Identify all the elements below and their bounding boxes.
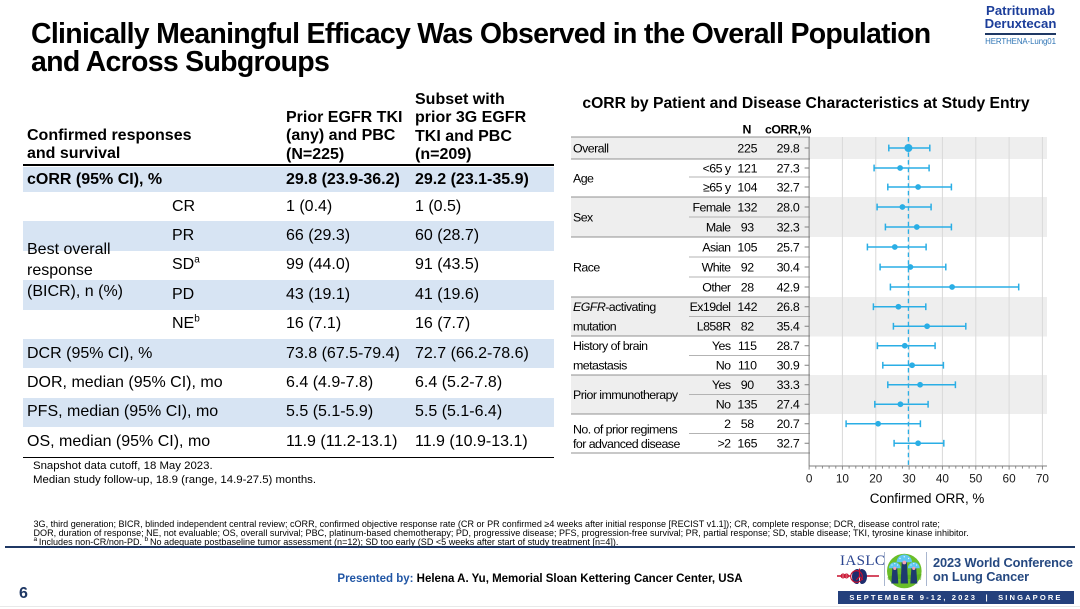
svg-text:28: 28 xyxy=(741,280,755,294)
svg-text:N: N xyxy=(743,123,752,137)
svg-text:L858R: L858R xyxy=(697,320,731,334)
svg-text:105: 105 xyxy=(737,240,757,254)
svg-text:Race: Race xyxy=(573,260,600,274)
svg-text:93: 93 xyxy=(741,220,755,234)
svg-text:25.7: 25.7 xyxy=(777,240,800,254)
svg-text:Yes: Yes xyxy=(712,378,731,392)
svg-text:35.4: 35.4 xyxy=(777,320,800,334)
svg-text:Prior immunotherapy: Prior immunotherapy xyxy=(573,388,679,402)
svg-text:58: 58 xyxy=(741,417,755,431)
svg-text:90: 90 xyxy=(741,378,755,392)
svg-text:>2: >2 xyxy=(717,437,731,451)
svg-text:mutation: mutation xyxy=(573,320,617,334)
svg-text:26.8: 26.8 xyxy=(777,300,800,314)
svg-text:20.7: 20.7 xyxy=(777,417,800,431)
svg-text:Other: Other xyxy=(702,280,731,294)
svg-text:32.7: 32.7 xyxy=(777,180,800,194)
svg-text:165: 165 xyxy=(737,437,757,451)
svg-text:30.4: 30.4 xyxy=(777,260,800,274)
svg-text:0: 0 xyxy=(806,472,813,486)
svg-text:EGFR-activating: EGFR-activating xyxy=(573,300,656,314)
svg-text:No. of prior regimens: No. of prior regimens xyxy=(573,422,677,436)
svg-text:135: 135 xyxy=(737,398,757,412)
svg-text:No: No xyxy=(716,359,731,373)
svg-text:28.7: 28.7 xyxy=(777,339,800,353)
svg-text:Asian: Asian xyxy=(702,240,731,254)
svg-text:104: 104 xyxy=(737,180,757,194)
svg-text:≥65 y: ≥65 y xyxy=(703,180,732,194)
svg-text:60: 60 xyxy=(1003,472,1017,486)
svg-text:<65 y: <65 y xyxy=(703,161,732,175)
svg-text:Age: Age xyxy=(573,171,594,185)
svg-text:30.9: 30.9 xyxy=(777,359,800,373)
svg-text:No: No xyxy=(716,398,731,412)
svg-text:40: 40 xyxy=(936,472,950,486)
svg-text:cORR,%: cORR,% xyxy=(765,123,812,137)
svg-text:27.4: 27.4 xyxy=(777,398,800,412)
svg-text:metastasis: metastasis xyxy=(573,359,627,373)
svg-text:225: 225 xyxy=(737,141,757,155)
svg-text:132: 132 xyxy=(737,200,757,214)
svg-text:Ex19del: Ex19del xyxy=(690,300,731,314)
svg-text:121: 121 xyxy=(737,161,757,175)
svg-text:20: 20 xyxy=(869,472,883,486)
svg-text:Sex: Sex xyxy=(573,210,594,224)
svg-text:110: 110 xyxy=(738,359,757,373)
svg-text:142: 142 xyxy=(737,300,757,314)
svg-text:82: 82 xyxy=(741,320,755,334)
svg-text:27.3: 27.3 xyxy=(777,161,800,175)
svg-text:Confirmed ORR, %: Confirmed ORR, % xyxy=(870,491,985,506)
svg-text:92: 92 xyxy=(741,260,755,274)
svg-text:Male: Male xyxy=(706,220,731,234)
svg-text:32.3: 32.3 xyxy=(777,220,800,234)
svg-text:50: 50 xyxy=(969,472,983,486)
svg-text:32.7: 32.7 xyxy=(777,437,800,451)
svg-text:28.0: 28.0 xyxy=(777,200,800,214)
svg-text:33.3: 33.3 xyxy=(777,378,800,392)
svg-text:30: 30 xyxy=(903,472,917,486)
svg-text:Yes: Yes xyxy=(712,339,731,353)
svg-text:for advanced disease: for advanced disease xyxy=(573,437,680,451)
svg-text:10: 10 xyxy=(836,472,850,486)
svg-text:2: 2 xyxy=(724,417,731,431)
svg-text:Female: Female xyxy=(692,200,731,214)
svg-text:cORR by Patient and Disease Ch: cORR by Patient and Disease Characterist… xyxy=(582,95,1030,112)
svg-text:115: 115 xyxy=(738,339,757,353)
svg-text:History of brain: History of brain xyxy=(573,339,648,353)
svg-text:29.8: 29.8 xyxy=(777,141,800,155)
svg-text:42.9: 42.9 xyxy=(777,280,800,294)
svg-text:70: 70 xyxy=(1036,472,1050,486)
svg-text:White: White xyxy=(702,260,732,274)
svg-text:Overall: Overall xyxy=(573,141,608,155)
